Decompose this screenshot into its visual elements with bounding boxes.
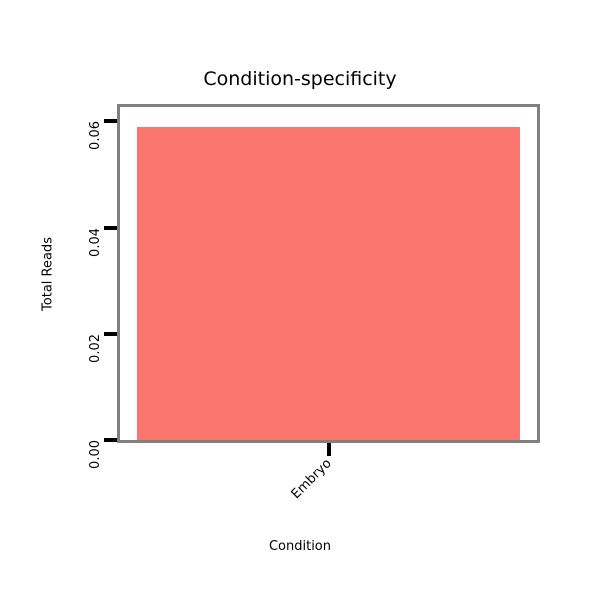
y-axis-tick-label: 0.04: [88, 227, 103, 257]
y-axis-tick-label: 0.06: [88, 121, 103, 151]
x-axis-tick: [326, 443, 331, 456]
y-axis-title: Total Reads: [40, 236, 56, 311]
y-axis-tick: [104, 438, 117, 442]
x-axis-tick-label: Embryo: [288, 456, 335, 503]
bar: [136, 126, 521, 440]
chart-title: Condition-specificity: [203, 68, 397, 90]
y-axis-tick: [104, 331, 117, 336]
x-axis-title: Condition: [268, 539, 332, 554]
plot-area: [120, 107, 537, 440]
y-axis-tick: [104, 225, 117, 230]
plot-panel: [117, 104, 540, 443]
y-axis-tick-label: 0.02: [88, 333, 103, 363]
y-axis-tick-label: 0.00: [88, 440, 103, 469]
y-axis-tick: [104, 119, 117, 124]
